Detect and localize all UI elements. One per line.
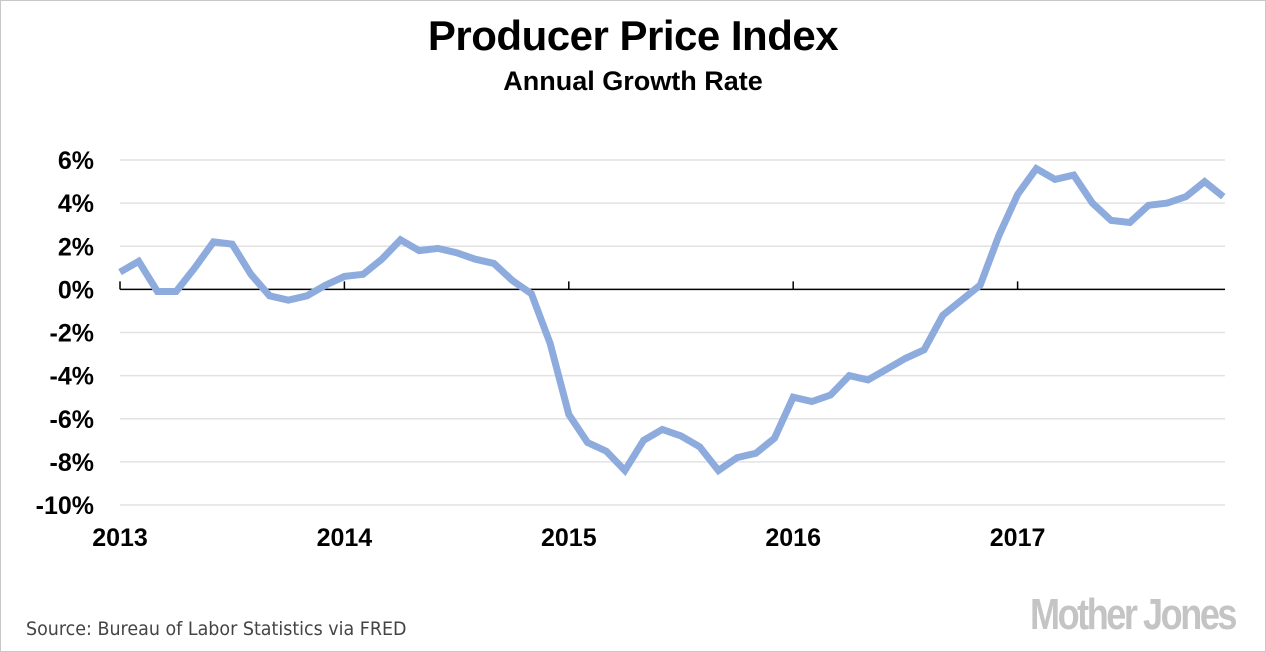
series-group	[118, 163, 1226, 477]
mother-jones-logo: Mother Jones	[1030, 590, 1237, 639]
y-tick-label: -8%	[50, 449, 94, 477]
x-tick-label: 2014	[317, 524, 373, 552]
x-tick-label: 2013	[92, 524, 148, 552]
series-line	[118, 163, 1226, 477]
y-tick-label: 2%	[58, 233, 94, 261]
y-tick-label: 0%	[58, 276, 94, 304]
y-axis-tick-labels: 6% 4% 2% 0% -2% -4% -6% -8% -10%	[36, 147, 94, 520]
x-tick-label: 2016	[765, 524, 821, 552]
x-axis	[119, 281, 1225, 291]
x-tick-label: 2017	[990, 524, 1046, 552]
gridlines	[120, 159, 1225, 506]
chart-subtitle: Annual Growth Rate	[503, 66, 763, 96]
x-tick-label: 2015	[541, 524, 597, 552]
y-tick-label: -10%	[36, 492, 94, 520]
y-tick-label: 6%	[58, 147, 94, 175]
x-axis-tick-labels: 2013 2014 2015 2016 2017	[92, 524, 1045, 552]
y-tick-label: -4%	[50, 363, 94, 391]
source-note: Source: Bureau of Labor Statistics via F…	[26, 618, 407, 640]
chart-title: Producer Price Index	[427, 12, 839, 59]
y-tick-label: -2%	[50, 320, 94, 348]
y-tick-label: -6%	[50, 406, 94, 434]
y-tick-label: 4%	[58, 190, 94, 218]
